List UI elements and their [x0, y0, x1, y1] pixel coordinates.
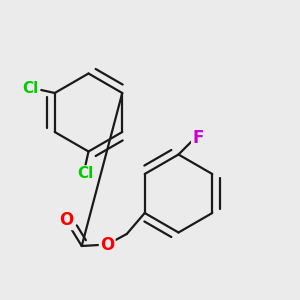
- Text: Cl: Cl: [22, 81, 39, 96]
- Text: O: O: [100, 236, 114, 253]
- Text: O: O: [60, 211, 74, 229]
- Text: Cl: Cl: [77, 167, 94, 182]
- Text: F: F: [192, 129, 204, 147]
